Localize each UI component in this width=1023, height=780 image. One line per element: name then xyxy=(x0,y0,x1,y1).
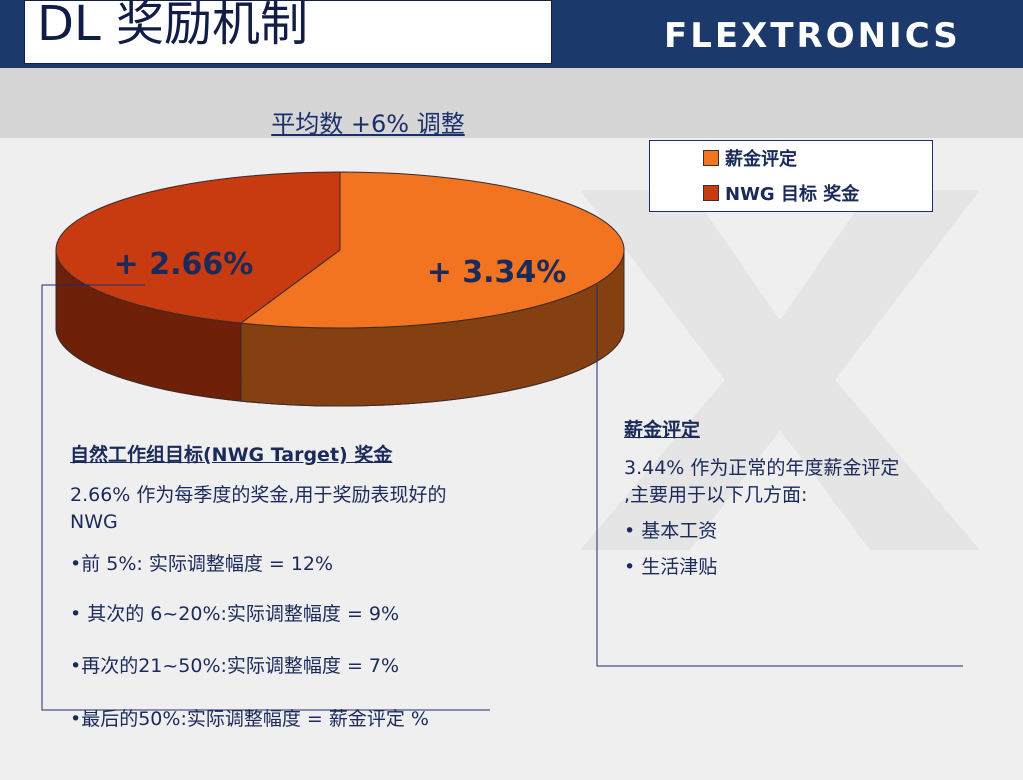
pie-chart: + 3.34% + 2.66% xyxy=(55,171,625,407)
legend-swatch-salary xyxy=(703,150,719,166)
nwg-bullet-3: •再次的21~50%:实际调整幅度 = 7% xyxy=(70,655,400,677)
legend-label-nwg: NWG 目标 奖金 xyxy=(725,184,860,205)
chart-title: 平均数 +6% 调整 xyxy=(271,110,465,138)
salary-desc-line2: ,主要用于以下几方面: xyxy=(624,484,808,506)
salary-bullet-2: • 生活津贴 xyxy=(624,556,718,578)
grey-band xyxy=(0,68,1023,138)
header-bar: DL 奖励机制 FLEXTRONICS xyxy=(0,0,1023,68)
nwg-desc-line2: NWG xyxy=(70,511,118,533)
legend-label-salary: 薪金评定 xyxy=(725,149,797,170)
legend-item-salary: 薪金评定 xyxy=(703,148,797,172)
nwg-bullet-1: •前 5%: 实际调整幅度 = 12% xyxy=(70,553,334,575)
page-title: DL 奖励机制 xyxy=(37,0,308,52)
nwg-bullet-2: • 其次的 6~20%:实际调整幅度 = 9% xyxy=(70,603,400,625)
flextronics-logo: FLEXTRONICS xyxy=(664,16,961,56)
pie-label-nwg: + 2.66% xyxy=(114,247,254,282)
nwg-bullet-4: •最后的50%:实际调整幅度 = 薪金评定 % xyxy=(70,708,429,730)
nwg-desc-line1: 2.66% 作为每季度的奖金,用于奖励表现好的 xyxy=(70,484,447,506)
pie-label-salary: + 3.34% xyxy=(427,255,567,290)
legend-swatch-nwg xyxy=(703,185,719,201)
legend-item-nwg: NWG 目标 奖金 xyxy=(703,183,859,207)
salary-heading: 薪金评定 xyxy=(624,419,701,441)
title-box: DL 奖励机制 xyxy=(24,0,552,64)
chart-legend: 薪金评定 NWG 目标 奖金 xyxy=(649,140,933,212)
salary-bullet-1: • 基本工资 xyxy=(624,520,718,542)
nwg-heading: 自然工作组目标(NWG Target) 奖金 xyxy=(70,444,393,466)
salary-desc-line1: 3.44% 作为正常的年度薪金评定 xyxy=(624,457,900,479)
